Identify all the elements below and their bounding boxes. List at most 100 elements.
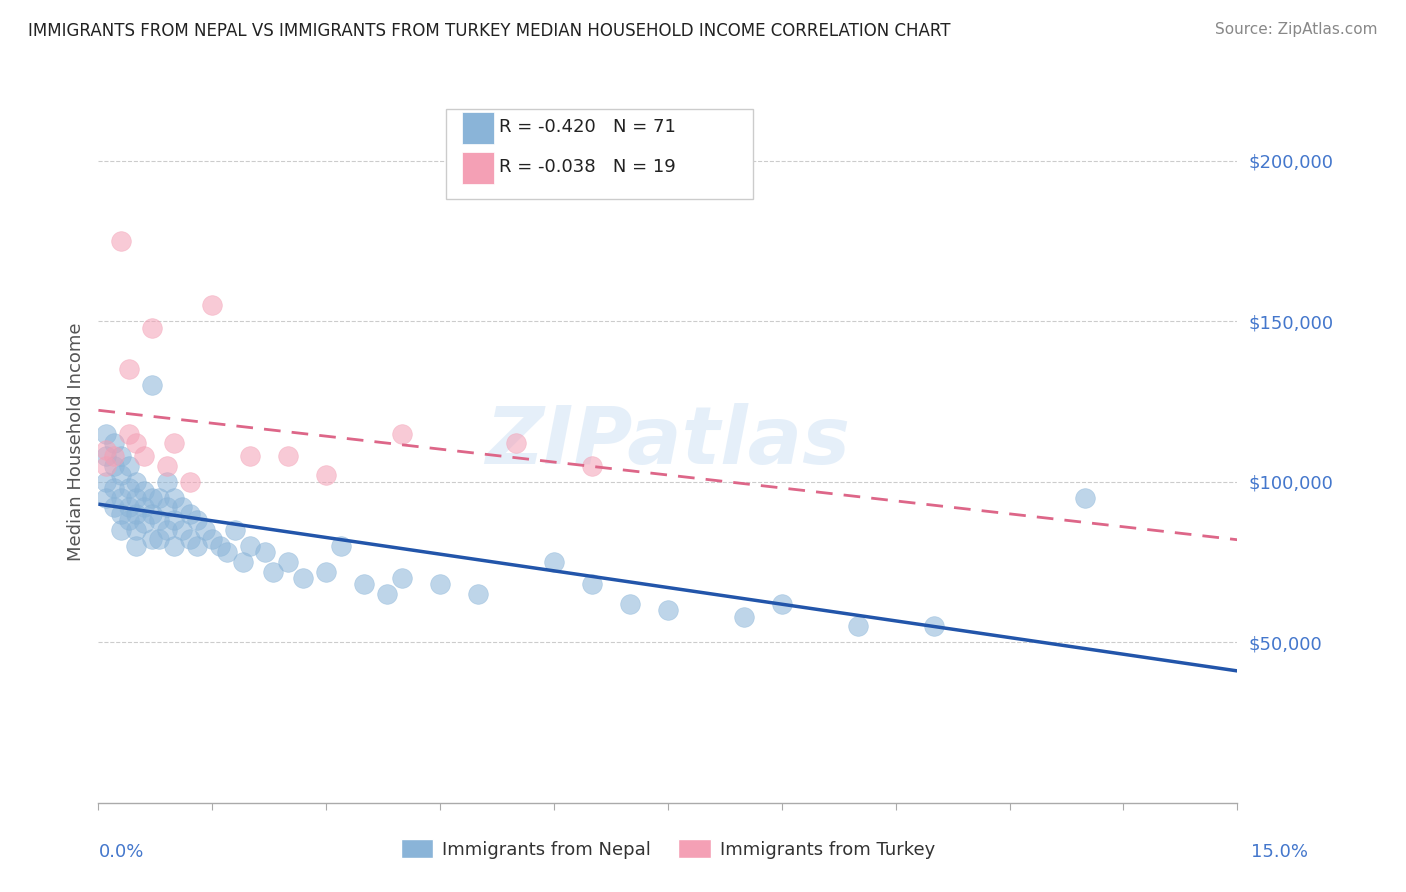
Point [163, 436, 186, 450]
Point [148, 491, 170, 505]
Point [217, 545, 239, 559]
Point [277, 555, 299, 569]
Point [94, 442, 117, 457]
Point [581, 577, 603, 591]
Point [232, 555, 254, 569]
Point [125, 436, 148, 450]
Point [224, 523, 246, 537]
Point [156, 523, 179, 537]
Point [125, 539, 148, 553]
Point [543, 555, 565, 569]
Point [156, 458, 179, 473]
Text: R = -0.038   N = 19: R = -0.038 N = 19 [499, 158, 676, 176]
Point [156, 500, 179, 515]
Point [94, 449, 117, 463]
FancyBboxPatch shape [446, 109, 754, 200]
Point [186, 539, 208, 553]
Point [141, 378, 163, 392]
FancyBboxPatch shape [461, 152, 494, 184]
Text: IMMIGRANTS FROM NEPAL VS IMMIGRANTS FROM TURKEY MEDIAN HOUSEHOLD INCOME CORRELAT: IMMIGRANTS FROM NEPAL VS IMMIGRANTS FROM… [28, 22, 950, 40]
Point [846, 619, 869, 633]
Point [505, 436, 527, 450]
Point [163, 539, 186, 553]
Point [186, 513, 208, 527]
Point [94, 475, 117, 489]
Point [179, 533, 201, 547]
Point [170, 500, 193, 515]
Point [262, 565, 284, 579]
Point [141, 320, 163, 334]
Point [619, 597, 641, 611]
Point [581, 458, 603, 473]
Point [141, 491, 163, 505]
Text: R = -0.420   N = 71: R = -0.420 N = 71 [499, 119, 676, 136]
FancyBboxPatch shape [461, 112, 494, 144]
Point [118, 513, 141, 527]
Point [118, 426, 141, 441]
Point [375, 587, 398, 601]
Point [132, 516, 155, 531]
Point [922, 619, 945, 633]
Point [103, 449, 125, 463]
Point [148, 513, 170, 527]
Point [94, 458, 117, 473]
Point [110, 523, 132, 537]
Point [315, 565, 337, 579]
Point [94, 426, 117, 441]
Point [141, 507, 163, 521]
Point [179, 475, 201, 489]
Text: Source: ZipAtlas.com: Source: ZipAtlas.com [1215, 22, 1378, 37]
Point [125, 491, 148, 505]
Text: 15.0%: 15.0% [1250, 843, 1308, 861]
Point [239, 449, 262, 463]
Point [141, 533, 163, 547]
Point [194, 523, 217, 537]
Point [201, 533, 224, 547]
Point [170, 523, 193, 537]
Point [277, 449, 299, 463]
Point [208, 539, 231, 553]
Point [254, 545, 277, 559]
Point [118, 481, 141, 495]
Point [391, 426, 413, 441]
Point [330, 539, 353, 553]
Point [110, 507, 132, 521]
Point [132, 500, 155, 515]
Point [201, 298, 224, 312]
Point [770, 597, 793, 611]
Point [292, 571, 315, 585]
Point [110, 491, 132, 505]
Point [148, 533, 170, 547]
Point [103, 458, 125, 473]
Point [657, 603, 679, 617]
Point [1074, 491, 1097, 505]
Point [110, 234, 132, 248]
Text: ZIPatlas: ZIPatlas [485, 402, 851, 481]
Point [125, 475, 148, 489]
Y-axis label: Median Household Income: Median Household Income [66, 322, 84, 561]
Point [733, 609, 755, 624]
Point [315, 468, 337, 483]
Point [163, 513, 186, 527]
Point [118, 458, 141, 473]
Point [125, 507, 148, 521]
Point [125, 523, 148, 537]
Point [132, 449, 155, 463]
Point [118, 500, 141, 515]
Point [94, 491, 117, 505]
Point [163, 491, 186, 505]
Point [156, 475, 179, 489]
Point [391, 571, 413, 585]
Point [110, 449, 132, 463]
Point [110, 468, 132, 483]
Point [239, 539, 262, 553]
Point [467, 587, 489, 601]
Legend: Immigrants from Nepal, Immigrants from Turkey: Immigrants from Nepal, Immigrants from T… [394, 832, 942, 866]
Point [179, 507, 201, 521]
Point [353, 577, 375, 591]
Point [118, 362, 141, 376]
Point [103, 500, 125, 515]
Point [103, 481, 125, 495]
Point [103, 436, 125, 450]
Point [132, 484, 155, 499]
